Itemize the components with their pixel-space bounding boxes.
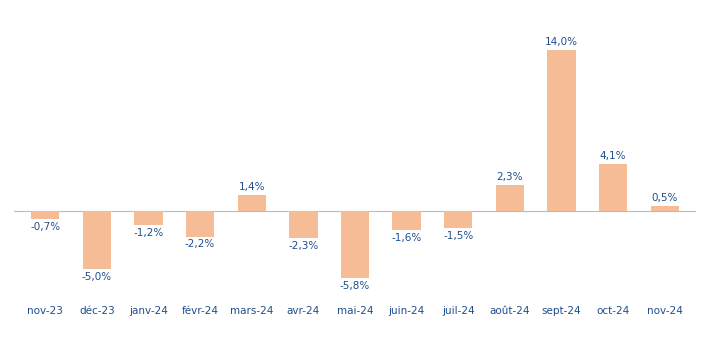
Text: -2,2%: -2,2% [185, 239, 215, 249]
Text: 1,4%: 1,4% [239, 182, 265, 192]
Text: -1,6%: -1,6% [391, 233, 422, 242]
Text: -2,3%: -2,3% [288, 241, 319, 250]
Text: -1,5%: -1,5% [443, 231, 474, 241]
Text: -1,2%: -1,2% [133, 228, 163, 238]
Bar [186, 211, 214, 237]
Bar [444, 211, 472, 228]
Text: -5,0%: -5,0% [82, 272, 112, 282]
Bar [496, 185, 524, 211]
Bar [289, 211, 317, 238]
Text: -5,8%: -5,8% [340, 281, 370, 291]
Text: 4,1%: 4,1% [600, 151, 626, 161]
Bar [547, 50, 576, 211]
Text: 14,0%: 14,0% [545, 38, 578, 47]
Bar [650, 206, 679, 211]
Text: 2,3%: 2,3% [497, 172, 523, 182]
Bar [341, 211, 369, 278]
Bar [393, 211, 421, 230]
Bar [134, 211, 163, 225]
Bar [82, 211, 111, 269]
Text: 0,5%: 0,5% [652, 193, 678, 203]
Text: -0,7%: -0,7% [30, 222, 60, 232]
Bar [238, 195, 266, 211]
Bar [31, 211, 60, 219]
Bar [599, 164, 628, 211]
